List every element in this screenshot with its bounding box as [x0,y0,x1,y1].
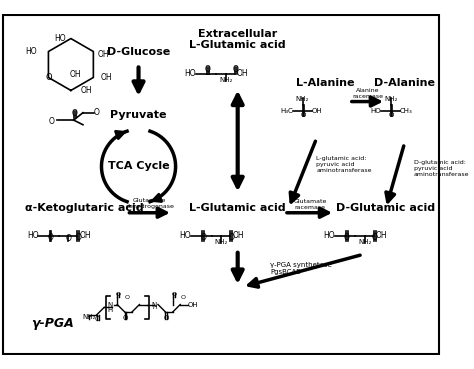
Text: HO: HO [55,34,66,43]
Text: O: O [344,234,350,242]
Text: H: H [107,307,112,313]
Text: TCA Cycle: TCA Cycle [108,161,169,172]
Text: D-Alanine: D-Alanine [374,78,435,88]
Text: Glutamate
racemase: Glutamate racemase [293,199,327,210]
Text: O: O [45,73,52,82]
Text: D-glutamic acid:
pyruvic acid
aminotransferase: D-glutamic acid: pyruvic acid aminotrans… [414,160,469,177]
Text: OH: OH [376,231,387,241]
Text: O: O [125,294,129,300]
Text: N: N [107,301,112,307]
Text: O: O [48,117,54,127]
Text: NH₂: NH₂ [358,239,371,245]
Text: O: O [123,315,128,321]
Text: α-Ketoglutaric acid: α-Ketoglutaric acid [26,203,144,213]
Text: γ-PGA synthetase
PgsBCAE: γ-PGA synthetase PgsBCAE [270,262,332,275]
Text: HO: HO [323,231,335,241]
Text: OH: OH [312,108,322,114]
Text: OH: OH [98,50,109,59]
Text: NH₂: NH₂ [296,96,309,102]
Text: OH: OH [188,301,198,307]
Text: Alanine
racemase: Alanine racemase [352,88,383,99]
Text: OH: OH [79,231,91,241]
Text: OH: OH [70,70,82,79]
Text: HO: HO [180,231,191,241]
Text: Pyruvate: Pyruvate [110,110,167,120]
Text: N: N [152,301,157,307]
Text: O: O [65,234,71,243]
Text: HO: HO [26,47,37,56]
Text: O: O [94,108,100,117]
FancyBboxPatch shape [3,15,439,354]
Text: OH: OH [232,231,244,241]
Text: L-Alanine: L-Alanine [296,78,355,88]
Text: O: O [180,294,185,300]
Text: Glutamate
dehydrogenase: Glutamate dehydrogenase [125,198,174,209]
Text: OH: OH [237,69,248,78]
Text: O: O [201,234,206,242]
Text: D-Glutamic acid: D-Glutamic acid [337,203,436,213]
Text: NH₂: NH₂ [384,96,397,102]
Text: OH: OH [80,86,92,95]
Text: γ-PGA: γ-PGA [31,317,74,331]
Text: O: O [233,65,239,75]
Text: O: O [171,293,176,297]
Text: OH: OH [101,73,112,82]
Text: L-Glutamic acid: L-Glutamic acid [190,203,286,213]
Text: H₃C: H₃C [281,108,293,114]
Text: O: O [116,293,121,297]
Text: O: O [301,112,306,118]
Text: O: O [75,234,81,242]
Text: HO: HO [27,231,38,241]
Text: NH₂: NH₂ [83,314,96,320]
Text: Extracellular
L-Glutamic acid: Extracellular L-Glutamic acid [190,29,286,50]
Text: O: O [47,234,54,242]
Text: O: O [95,316,100,322]
Text: O: O [205,65,211,75]
Text: O: O [372,234,378,242]
Text: NH₂: NH₂ [219,77,232,83]
Text: O: O [389,112,394,118]
Text: n: n [153,304,157,310]
Text: O: O [72,109,78,118]
Text: NH₂: NH₂ [214,239,228,245]
Text: O: O [164,315,169,321]
Text: CH₃: CH₃ [400,108,412,114]
Text: HO: HO [184,69,196,78]
Text: L-glutamic acid:
pyruvic acid
aminotransferase: L-glutamic acid: pyruvic acid aminotrans… [317,156,372,173]
Text: O: O [228,234,234,242]
Text: HO: HO [371,108,381,114]
Text: D-Glucose: D-Glucose [107,48,170,58]
